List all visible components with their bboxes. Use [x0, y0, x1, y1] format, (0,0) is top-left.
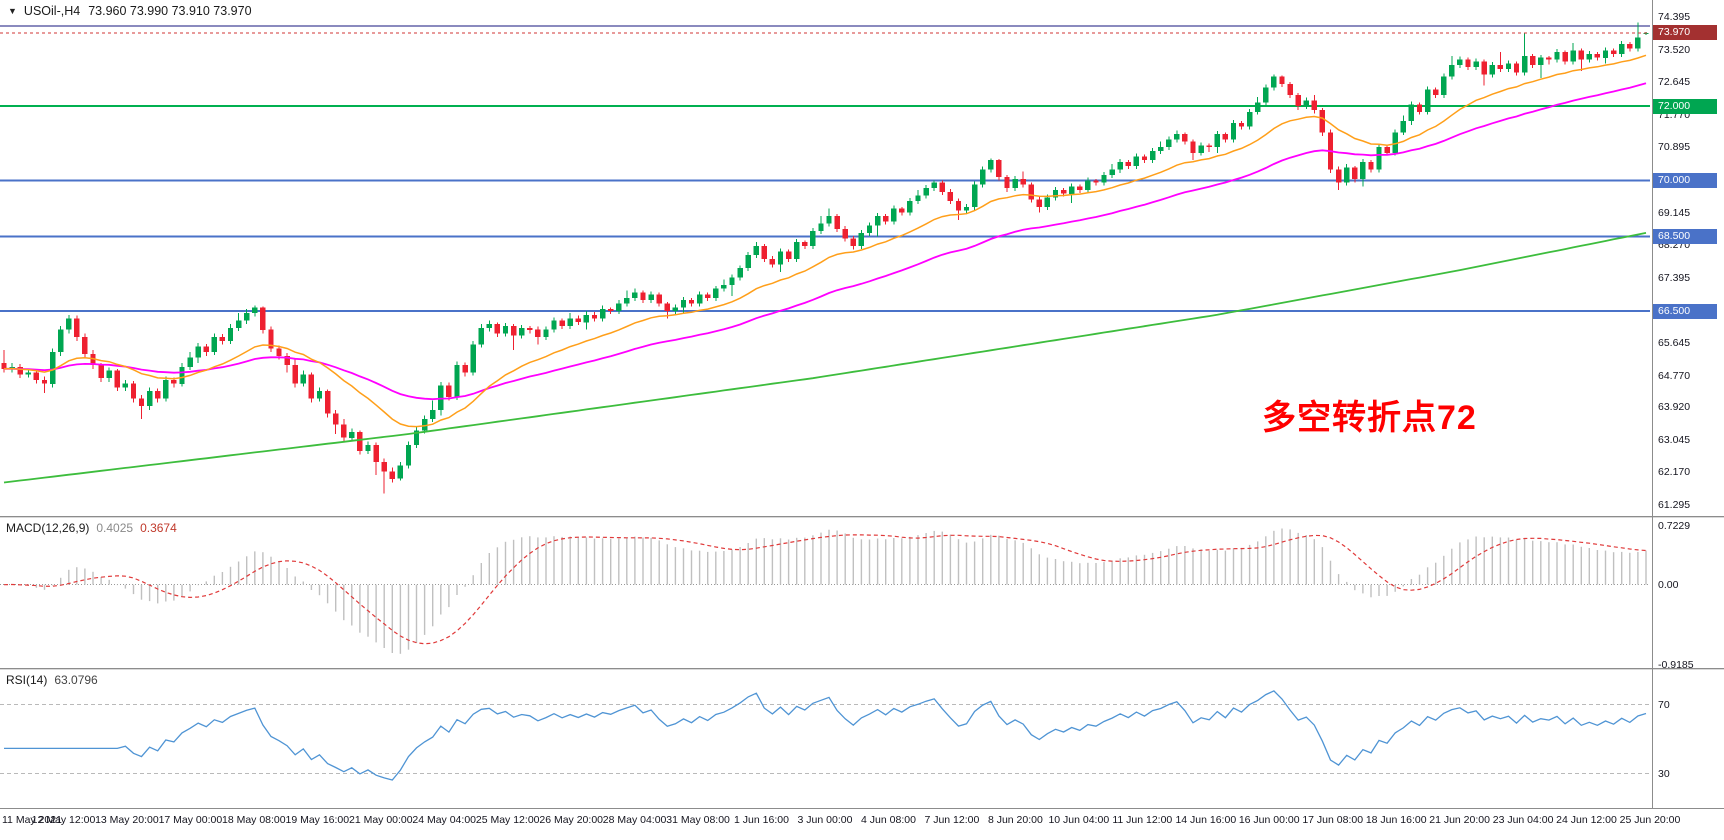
time-axis-label: 26 May 20:00 — [539, 814, 604, 826]
panel-separator-macd-rsi[interactable] — [0, 668, 1724, 670]
macd-name: MACD(12,26,9) — [6, 521, 90, 535]
time-axis-label: 3 Jun 00:00 — [797, 814, 853, 826]
time-axis-label: 24 May 04:00 — [412, 814, 477, 826]
time-axis-label: 7 Jun 12:00 — [924, 814, 980, 826]
time-axis-label: 10 Jun 04:00 — [1048, 814, 1110, 826]
price-axis-label: 61.295 — [1658, 499, 1691, 511]
price-axis-border — [1652, 0, 1653, 808]
time-axis-label: 28 May 04:00 — [602, 814, 667, 826]
symbol-timeframe-label: USOil-,H4 — [23, 4, 81, 18]
rsi-name: RSI(14) — [6, 673, 48, 687]
price-axis[interactable]: 74.395 73.520 72.645 71.770 70.895 69.145 68.2… — [1652, 0, 1724, 808]
price-axis-label: 69.145 — [1658, 206, 1691, 219]
ohlc-values: 73.960 73.990 73.910 73.970 — [88, 4, 252, 18]
price-level-badge: 68.500 — [1653, 229, 1717, 245]
price-axis-label: 72.645 — [1658, 76, 1691, 89]
time-axis-label: 21 May 00:00 — [348, 814, 413, 826]
rsi-axis-label: 70 — [1658, 698, 1670, 711]
rsi-axis-label: 30 — [1658, 767, 1670, 780]
time-axis-label: 8 Jun 20:00 — [987, 814, 1043, 826]
time-axis-label: 14 Jun 16:00 — [1175, 814, 1237, 826]
time-axis-label: 11 May 2021 — [2, 814, 62, 826]
time-axis-label: 21 Jun 20:00 — [1429, 814, 1490, 826]
price-axis-label: 62.170 — [1658, 466, 1691, 479]
time-axis-label: 13 May 20:00 — [95, 814, 159, 826]
time-axis-label: 18 Jun 16:00 — [1365, 814, 1427, 826]
macd-signal-value: 0.3674 — [140, 521, 177, 535]
time-axis-label: 4 Jun 08:00 — [861, 814, 916, 826]
rsi-indicator-label: RSI(14) 63.0796 — [6, 673, 98, 687]
price-level-badge: 70.000 — [1653, 173, 1717, 189]
price-level-badge: 66.500 — [1653, 303, 1717, 319]
time-axis-label: 1 Jun 16:00 — [734, 814, 789, 826]
price-axis-label: 63.045 — [1658, 433, 1691, 446]
time-axis-label: 24 Jun 12:00 — [1556, 814, 1617, 826]
macd-axis-label: 0.00 — [1658, 578, 1679, 591]
time-axis-border — [0, 808, 1724, 809]
price-axis-label: 65.645 — [1658, 336, 1691, 349]
current-price-badge: 73.970 — [1653, 25, 1717, 41]
time-axis-label: 17 May 00:00 — [158, 814, 223, 826]
time-axis-label: 12 May 12:00 — [31, 814, 96, 826]
price-axis-label: 67.395 — [1658, 271, 1691, 284]
time-axis-label: 17 Jun 08:00 — [1302, 814, 1364, 826]
chart-title: ▼ USOil-,H4 73.960 73.990 73.910 73.970 — [8, 4, 252, 18]
macd-main-value: 0.4025 — [96, 521, 134, 535]
time-axis-label: 25 Jun 20:00 — [1619, 814, 1681, 826]
time-axis-label: 11 Jun 12:00 — [1112, 814, 1173, 826]
time-axis-label: 31 May 08:00 — [666, 814, 730, 826]
price-axis-label: 70.895 — [1658, 141, 1691, 154]
time-axis-label: 19 May 16:00 — [285, 814, 350, 826]
time-axis[interactable]: 11 May 2021 12 May 12:00 13 May 20:00 17 Ma… — [0, 808, 1724, 840]
price-axis-label: 63.920 — [1658, 401, 1691, 414]
rsi-value: 63.0796 — [54, 673, 98, 687]
macd-axis-label: 0.7229 — [1658, 520, 1691, 532]
macd-axis-label: -0.9185 — [1658, 659, 1694, 672]
price-axis-label: 73.520 — [1658, 43, 1691, 56]
chart-annotation: 多空转折点72 — [1262, 399, 1477, 437]
collapse-arrow-icon[interactable]: ▼ — [8, 6, 17, 16]
panel-separator-main-macd[interactable] — [0, 516, 1724, 518]
time-axis-label: 16 Jun 00:00 — [1238, 814, 1300, 826]
price-level-badge: 72.000 — [1653, 98, 1717, 114]
price-axis-label: 74.395 — [1658, 11, 1691, 23]
time-axis-label: 23 Jun 04:00 — [1492, 814, 1554, 826]
time-axis-label: 18 May 08:00 — [221, 814, 286, 826]
price-axis-label: 64.770 — [1658, 369, 1691, 382]
macd-indicator-label: MACD(12,26,9) 0.4025 0.3674 — [6, 521, 177, 535]
time-axis-label: 25 May 12:00 — [475, 814, 540, 826]
